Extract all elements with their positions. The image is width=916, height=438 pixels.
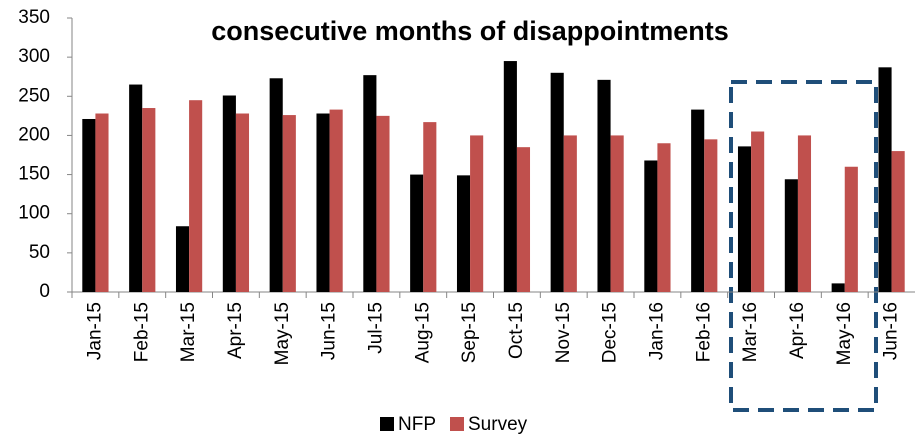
bar: [269, 78, 283, 292]
bar: [704, 139, 718, 292]
y-tick-label: 50: [29, 242, 50, 263]
legend-swatch: [450, 417, 464, 431]
legend-label: Survey: [468, 414, 528, 435]
y-tick-label: 250: [18, 85, 50, 106]
bar: [878, 67, 892, 292]
y-tick-label: 200: [18, 124, 50, 145]
bar: [797, 135, 812, 292]
bar: [657, 143, 671, 292]
bar: [563, 135, 577, 292]
x-tick-label: Oct-15: [506, 302, 527, 359]
x-tick-label: May-16: [834, 302, 855, 365]
y-tick-label: 0: [39, 281, 50, 302]
bar: [891, 151, 905, 292]
bar: [691, 109, 705, 292]
x-tick-label: Jun-16: [881, 302, 902, 360]
bar: [737, 146, 752, 292]
x-tick-label: Jan-16: [646, 302, 667, 360]
bar: [410, 174, 424, 292]
x-tick-label: Sep-15: [459, 302, 480, 363]
y-tick-label: 150: [18, 164, 50, 185]
x-tick-label: Mar-15: [178, 302, 199, 362]
bar: [456, 175, 471, 292]
x-tick-label: Feb-15: [131, 302, 152, 362]
bar: [751, 131, 765, 292]
bar: [189, 100, 203, 292]
bar: [95, 113, 109, 292]
bar: [235, 113, 250, 292]
y-tick-label: 350: [18, 7, 50, 28]
x-tick-label: Jul-15: [365, 302, 386, 354]
x-tick-label: Apr-16: [787, 302, 808, 359]
bar: [470, 135, 484, 292]
x-tick-label: Apr-15: [225, 302, 246, 359]
x-tick-label: Jan-15: [84, 302, 105, 360]
bar: [844, 166, 858, 292]
x-tick-label: Aug-15: [412, 302, 433, 363]
bar: [550, 72, 564, 292]
bar: [597, 79, 611, 293]
bar: [222, 95, 236, 292]
y-tick-label: 100: [18, 203, 50, 224]
bar: [175, 226, 190, 292]
bar: [82, 118, 96, 292]
chart-title: consecutive months of disappointments: [211, 16, 729, 46]
bar: [363, 75, 377, 292]
bar: [516, 147, 531, 292]
bar: [423, 122, 437, 293]
x-tick-label: Dec-15: [600, 302, 621, 363]
bar: [784, 179, 798, 292]
bar: [329, 109, 343, 292]
x-tick-label: Mar-16: [740, 302, 761, 362]
bar: [644, 160, 658, 292]
bar: [376, 115, 390, 292]
x-tick-label: Feb-16: [693, 302, 714, 362]
x-tick-label: May-15: [272, 302, 293, 365]
bar: [316, 113, 330, 292]
bar: [610, 135, 624, 292]
x-tick-label: Jun-15: [319, 302, 340, 360]
bar: [831, 283, 845, 292]
legend-label: NFP: [398, 414, 436, 435]
legend-swatch: [380, 417, 394, 431]
bar: [503, 61, 517, 292]
x-tick-label: Nov-15: [553, 302, 574, 363]
y-tick-label: 300: [18, 46, 50, 67]
bar: [129, 84, 143, 293]
bar: [142, 108, 156, 293]
bar: [282, 115, 296, 293]
highlight-box: [729, 80, 878, 412]
